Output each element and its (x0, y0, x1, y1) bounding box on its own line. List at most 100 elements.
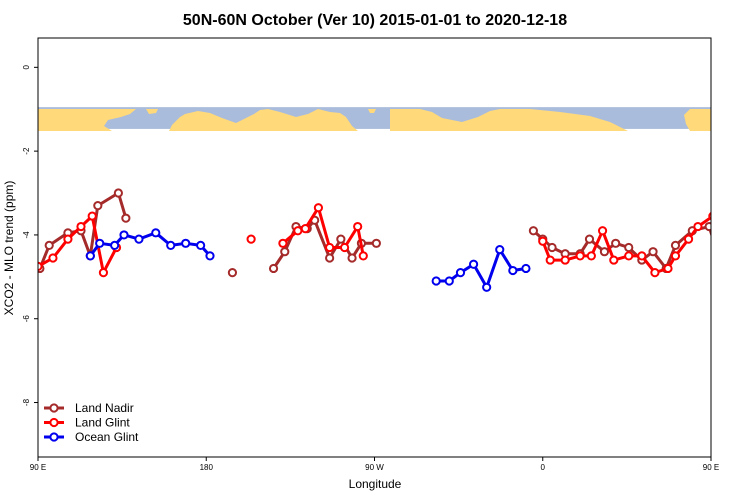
data-point (181, 238, 191, 248)
x-tick-label: 0 (541, 463, 546, 472)
data-point (121, 213, 131, 223)
x-tick-label: 90 W (365, 463, 384, 472)
data-point (715, 252, 722, 259)
data-point (98, 268, 109, 278)
chart-title: 50N-60N October (Ver 10) 2015-01-01 to 2… (183, 12, 567, 29)
data-point (663, 263, 673, 274)
data-point (339, 242, 350, 253)
data-point (704, 221, 711, 232)
series-line (720, 235, 750, 258)
map-strip (38, 107, 711, 131)
legend-label: Land Glint (75, 416, 130, 430)
y-tick-label: 0 (22, 65, 31, 70)
data-point (624, 242, 634, 253)
legend-marker (49, 403, 59, 413)
y-tick-label: -6 (22, 315, 31, 323)
data-point (670, 240, 681, 251)
data-point (313, 203, 324, 213)
x-tick-label: 90 E (30, 463, 46, 472)
data-point (482, 282, 492, 292)
map-land-shape (146, 109, 158, 114)
data-point (728, 202, 735, 209)
data-point (575, 251, 585, 261)
data-point (670, 251, 681, 261)
data-point (246, 234, 256, 244)
legend-label: Ocean Glint (75, 430, 139, 444)
data-point (336, 234, 346, 244)
data-point (609, 255, 619, 265)
data-point (737, 244, 744, 251)
data-point (455, 268, 466, 278)
data-point (347, 253, 357, 263)
x-axis-label: Longitude (349, 477, 402, 491)
y-axis-label: XCO2 - MLO trend (ppm) (2, 181, 16, 316)
data-point (468, 259, 479, 269)
data-point (717, 254, 724, 261)
x-tick-label: 90 E (703, 463, 719, 472)
data-point (358, 251, 368, 261)
axis-ticks: 90 E 180 90 W 0 90 E 0 -2 -4 -6 -8 (22, 65, 719, 472)
legend-label: Land Nadir (75, 401, 134, 415)
data-point (196, 240, 206, 251)
data-point (95, 238, 105, 248)
data-point (683, 234, 694, 244)
data-point (624, 251, 634, 261)
y-tick-label: -8 (22, 398, 31, 406)
data-point (586, 251, 596, 261)
series-layer (38, 188, 750, 292)
data-point (650, 268, 660, 278)
data-point (113, 188, 123, 198)
data-point (611, 238, 621, 248)
data-point (63, 234, 73, 244)
data-point (44, 240, 54, 251)
data-point (597, 226, 608, 236)
data-point (431, 276, 441, 286)
data-point (151, 228, 161, 238)
data-point (528, 226, 539, 236)
data-point (637, 251, 647, 261)
data-point (560, 255, 570, 265)
data-point (747, 189, 750, 196)
data-point (280, 247, 290, 257)
data-point (693, 221, 703, 232)
series-line (88, 231, 212, 258)
legend-marker (49, 432, 59, 442)
data-point (134, 234, 144, 244)
data-point (268, 263, 279, 274)
data-point (293, 226, 303, 236)
y-tick-label: -4 (22, 231, 31, 239)
data-point (648, 247, 658, 257)
series-ocean-glint (85, 228, 750, 292)
data-point (48, 253, 58, 263)
x-tick-label: 180 (200, 463, 214, 472)
data-point (93, 201, 103, 211)
data-point (495, 244, 505, 255)
map-land-shape (684, 109, 711, 131)
data-point (353, 221, 363, 232)
data-point (444, 276, 454, 286)
data-point (119, 230, 129, 240)
data-point (724, 269, 731, 276)
series-land-glint (38, 203, 744, 278)
data-point (521, 263, 531, 274)
map-land-shape (169, 109, 358, 131)
data-point (325, 242, 335, 253)
data-point (726, 240, 733, 247)
data-point (508, 265, 518, 276)
y-tick-label: -2 (22, 147, 31, 155)
data-point (708, 211, 711, 221)
data-point (371, 238, 381, 248)
data-point (584, 234, 595, 244)
map-land-shape (390, 109, 628, 131)
data-point (87, 211, 97, 221)
data-point (166, 240, 176, 251)
legend-marker (49, 417, 59, 428)
data-point (227, 268, 238, 278)
data-point (545, 255, 555, 265)
series-land-nadir (38, 188, 750, 278)
plot-frame (37, 37, 712, 458)
series-line (272, 218, 378, 270)
data-point (110, 240, 120, 251)
